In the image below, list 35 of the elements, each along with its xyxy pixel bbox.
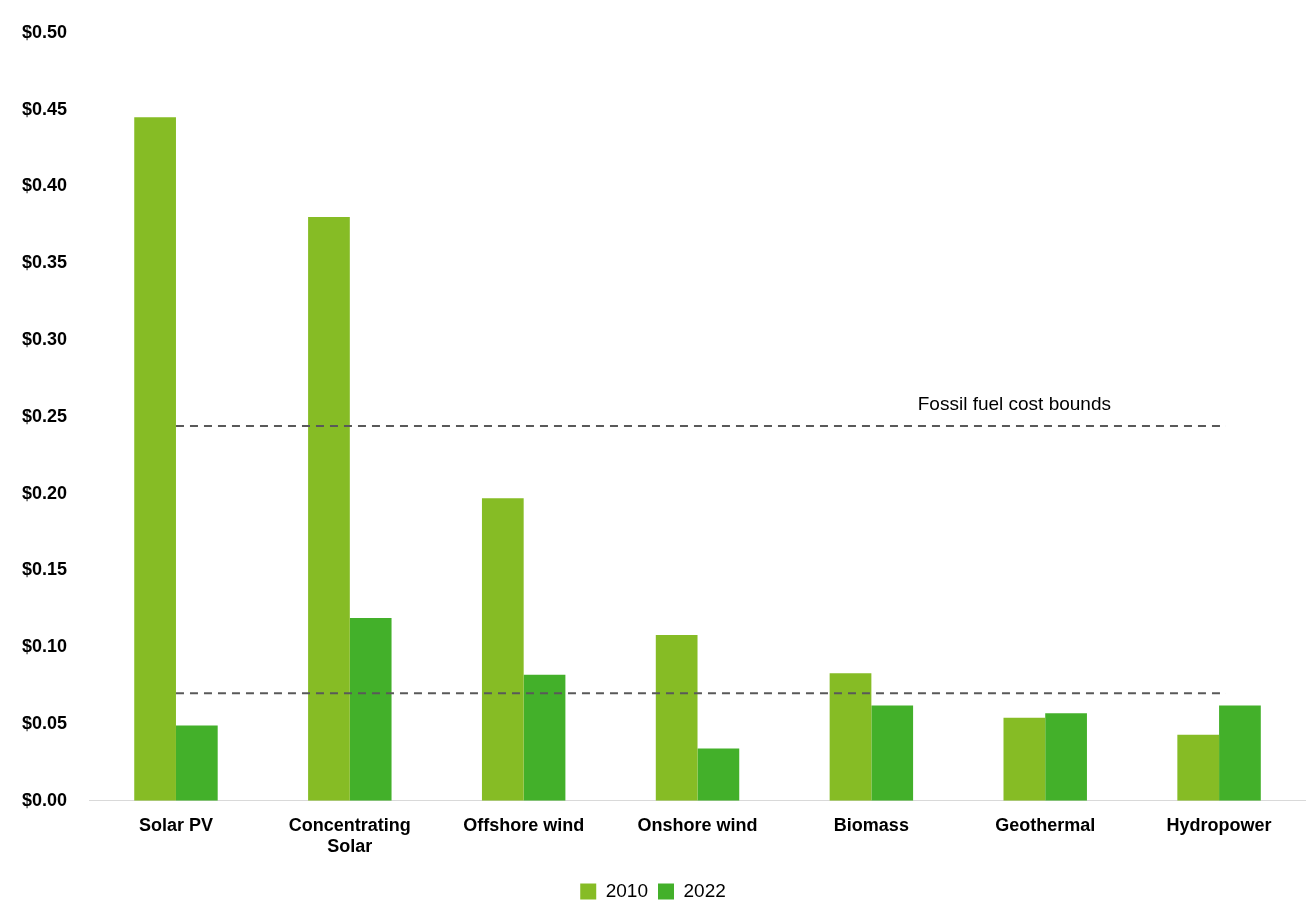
bar [308,217,350,801]
x-tick-label: Geothermal [995,814,1096,835]
bar [1045,713,1087,801]
bar [829,673,872,801]
x-tick-label: Hydropower [1166,814,1272,835]
y-tick-label: $0.05 [22,712,68,733]
bar [1003,717,1046,801]
y-tick-label: $0.35 [22,252,68,273]
y-tick-label: $0.40 [22,175,68,196]
y-tick-label: $0.00 [22,789,68,810]
bar [1177,734,1220,801]
x-tick-label: Biomass [833,814,909,835]
bar [697,748,740,801]
legend-label: 2022 [683,879,726,901]
bar [655,634,698,801]
x-tick-label: Onshore wind [637,814,758,835]
y-tick-label: $0.30 [22,328,68,349]
y-tick-label: $0.15 [22,559,68,580]
y-tick-label: $0.50 [22,21,68,42]
bar [1219,705,1261,801]
y-tick-label: $0.25 [22,405,68,426]
bar [134,117,176,801]
bar [349,618,392,801]
y-tick-label: $0.10 [22,636,68,657]
x-tick-label: Offshore wind [463,814,585,835]
y-tick-label: $0.45 [22,98,68,119]
x-tick-label: Solar PV [138,814,213,835]
bar [523,674,566,801]
y-tick-label: $0.20 [22,482,68,503]
bar [481,498,524,801]
x-tick-label: Concentrating Solar [288,814,411,857]
ref-line-label: Fossil fuel cost bounds [917,392,1111,414]
bar [175,725,218,801]
bar [871,705,914,801]
legend-label: 2010 [605,879,649,901]
